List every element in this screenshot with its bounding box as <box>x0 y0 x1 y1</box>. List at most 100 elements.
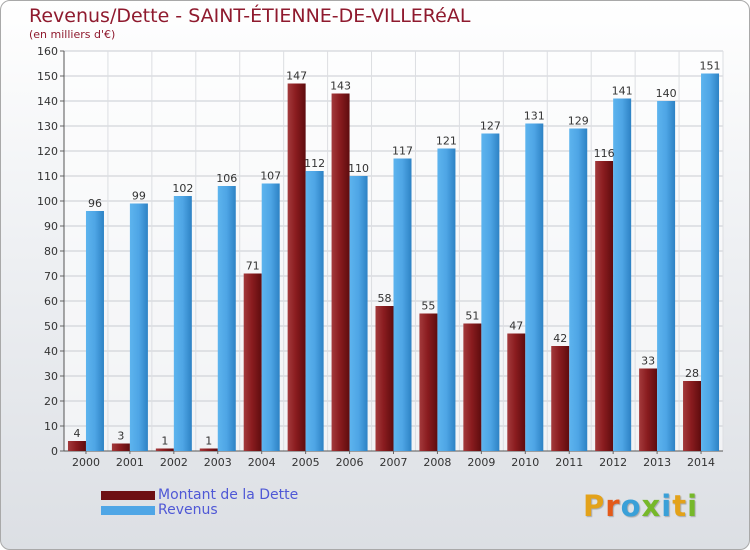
logo-letter: P <box>583 489 606 523</box>
y-tick-label: 120 <box>37 145 58 158</box>
chart-subtitle: (en milliers d'€) <box>29 28 116 41</box>
revenue-value-label: 127 <box>480 120 501 133</box>
legend-item-revenue: Revenus <box>101 502 218 518</box>
x-tick-label: 2009 <box>467 456 495 469</box>
x-tick-label: 2005 <box>292 456 320 469</box>
revenue-value-label: 102 <box>172 182 193 195</box>
revenue-bar <box>349 176 368 451</box>
revenue-value-label: 106 <box>216 172 237 185</box>
debt-value-label: 55 <box>421 300 435 313</box>
logo-letter: x <box>641 489 662 523</box>
debt-bar <box>199 448 218 451</box>
y-tick-label: 10 <box>44 420 58 433</box>
debt-bar <box>331 93 350 451</box>
y-tick-label: 110 <box>37 170 58 183</box>
revenue-value-label: 129 <box>568 115 589 128</box>
debt-value-label: 58 <box>378 292 392 305</box>
legend-item-debt: Montant de la Dette <box>101 487 298 503</box>
debt-bar <box>67 441 86 451</box>
revenue-bar <box>437 148 456 451</box>
debt-bar <box>595 161 614 451</box>
revenue-value-label: 141 <box>612 85 633 98</box>
debt-bar <box>375 306 394 451</box>
logo-letter: o <box>620 489 642 523</box>
x-tick-label: 2004 <box>248 456 276 469</box>
debt-bar <box>419 313 438 451</box>
revenue-value-label: 121 <box>436 135 457 148</box>
debt-value-label: 147 <box>286 70 307 83</box>
debt-bar <box>507 333 526 451</box>
debt-bar <box>683 381 702 451</box>
debt-bar <box>287 83 306 451</box>
revenue-value-label: 151 <box>700 60 721 73</box>
debt-bar <box>639 368 658 451</box>
x-tick-label: 2012 <box>599 456 627 469</box>
x-tick-label: 2014 <box>687 456 715 469</box>
y-tick-label: 140 <box>37 95 58 108</box>
debt-bar <box>243 273 262 451</box>
debt-value-label: 1 <box>205 435 212 448</box>
debt-value-label: 4 <box>73 427 80 440</box>
x-tick-label: 2001 <box>116 456 144 469</box>
debt-bar <box>551 346 570 451</box>
y-tick-label: 50 <box>44 320 58 333</box>
legend-swatch-debt <box>101 490 155 500</box>
logo-letter: r <box>605 489 621 523</box>
revenue-value-label: 107 <box>260 170 281 183</box>
y-tick-label: 30 <box>44 370 58 383</box>
revenue-bar <box>305 171 324 451</box>
y-tick-label: 40 <box>44 345 58 358</box>
revenue-bar <box>217 186 236 451</box>
revenue-value-label: 110 <box>348 162 369 175</box>
y-tick-label: 80 <box>44 245 58 258</box>
chart-title: Revenus/Dette - SAINT-ÉTIENNE-DE-VILLERé… <box>29 5 471 27</box>
revenue-value-label: 99 <box>132 190 146 203</box>
legend-label-debt: Montant de la Dette <box>158 487 299 503</box>
x-tick-label: 2008 <box>423 456 451 469</box>
debt-value-label: 1 <box>161 435 168 448</box>
revenue-bar <box>657 101 676 451</box>
x-tick-label: 2002 <box>160 456 188 469</box>
revenue-bar <box>613 98 632 451</box>
debt-value-label: 3 <box>117 430 124 443</box>
debt-value-label: 71 <box>246 260 260 273</box>
x-tick-label: 2007 <box>380 456 408 469</box>
debt-value-label: 51 <box>465 310 479 323</box>
revenue-value-label: 112 <box>304 157 325 170</box>
debt-bar <box>111 443 130 451</box>
revenue-value-label: 96 <box>88 197 102 210</box>
y-tick-label: 90 <box>44 220 58 233</box>
debt-value-label: 42 <box>553 332 567 345</box>
debt-value-label: 47 <box>509 320 523 333</box>
legend-label-revenue: Revenus <box>158 502 218 518</box>
x-tick-label: 2013 <box>643 456 671 469</box>
revenue-bar <box>701 73 720 451</box>
y-tick-label: 150 <box>37 70 58 83</box>
logo-letter: i <box>687 489 699 523</box>
bar-chart: 0 10 20 30 40 50 60 70 80 90 100 110 120 130 140 150 160… <box>37 45 724 469</box>
y-tick-label: 20 <box>44 395 58 408</box>
debt-bar <box>463 323 482 451</box>
y-tick-label: 130 <box>37 120 58 133</box>
revenue-value-label: 131 <box>524 110 545 123</box>
debt-value-label: 28 <box>685 367 699 380</box>
data-labels: 4 96 3 99 1 102 1 106 71 107 147 112 143 110 58 117 55 12… <box>73 60 720 448</box>
x-tick-label: 2011 <box>555 456 583 469</box>
revenue-bar <box>261 183 280 451</box>
revenue-bar <box>173 196 192 451</box>
proxiti-logo: Proxiti <box>583 489 698 523</box>
revenue-bar <box>569 128 588 451</box>
debt-value-label: 143 <box>330 80 351 93</box>
logo-letter: t <box>672 489 688 523</box>
revenue-bar <box>481 133 500 451</box>
logo-letter: i <box>661 489 673 523</box>
revenue-value-label: 140 <box>656 87 677 100</box>
legend-swatch-revenue <box>101 505 155 515</box>
debt-value-label: 33 <box>641 355 655 368</box>
x-tick-label: 2003 <box>204 456 232 469</box>
axes: 0 10 20 30 40 50 60 70 80 90 100 110 120 130 140 150 160… <box>37 45 723 469</box>
debt-bar <box>155 448 174 451</box>
revenue-value-label: 117 <box>392 145 413 158</box>
y-tick-label: 0 <box>51 445 58 458</box>
